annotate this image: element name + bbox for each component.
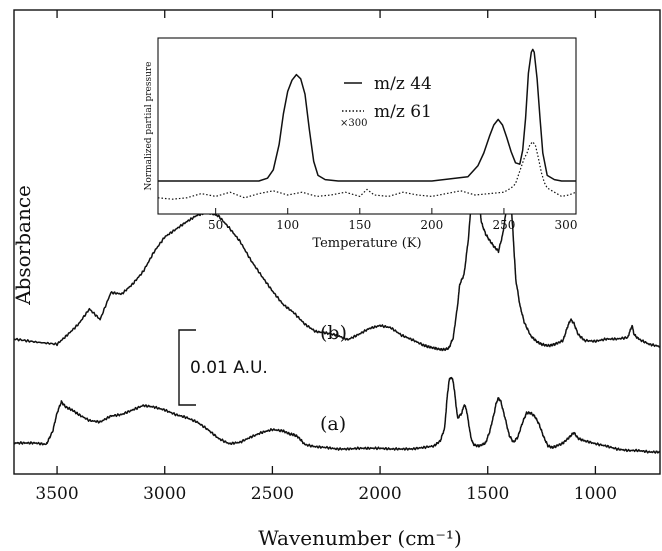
main-series-group <box>13 171 661 454</box>
spectrum-line-b <box>13 171 661 352</box>
inset-x-tick-label-300: 300 <box>555 218 578 232</box>
inset-plot-frame <box>157 37 577 215</box>
main-x-tick-label-2500: 2500 <box>251 484 294 504</box>
inset-x-tick-label-100: 100 <box>276 218 299 232</box>
main-x-tick-label-1000: 1000 <box>574 484 617 504</box>
main-x-tick-label-1500: 1500 <box>466 484 509 504</box>
main-x-ticks <box>56 10 597 474</box>
inset-x-tick-labels: 50 100 150 200 250 300 <box>208 218 577 232</box>
scale-bar-label: 0.01 A.U. <box>190 358 268 378</box>
main-x-tick-label-2000: 2000 <box>358 484 401 504</box>
inset-x-tick-label-50: 50 <box>208 218 223 232</box>
main-x-tick-labels: 3500 3000 2500 2000 1500 1000 <box>35 484 617 504</box>
main-x-axis-title: Wavenumber (cm⁻¹) <box>258 526 462 550</box>
inset-line-m44 <box>158 48 576 182</box>
legend-label-m61: m/z 61 <box>374 102 432 122</box>
inset-x-tick-label-150: 150 <box>348 218 371 232</box>
main-x-tick-label-3000: 3000 <box>143 484 186 504</box>
inset-legend: m/z 44 ×300 m/z 61 <box>340 74 432 129</box>
main-x-tick-label-3500: 3500 <box>35 484 78 504</box>
main-plot-frame <box>13 9 661 475</box>
curve-label-b: (b) <box>320 322 347 344</box>
legend-multiplier: ×300 <box>340 118 367 129</box>
inset-series-group <box>157 48 577 200</box>
inset-x-tick-label-250: 250 <box>492 218 515 232</box>
inset-x-tick-label-200: 200 <box>420 218 443 232</box>
inset-background <box>158 38 576 214</box>
curve-label-a: (a) <box>320 413 346 435</box>
legend-label-m44: m/z 44 <box>374 74 432 94</box>
spectrum-line-a <box>13 376 661 454</box>
inset-x-ticks <box>215 208 577 214</box>
main-y-axis-title: Absorbance <box>11 185 35 306</box>
scale-bar <box>178 329 196 406</box>
inset-x-axis-title: Temperature (K) <box>312 236 421 251</box>
inset-y-axis-title: Normalized partial pressure <box>144 61 154 190</box>
